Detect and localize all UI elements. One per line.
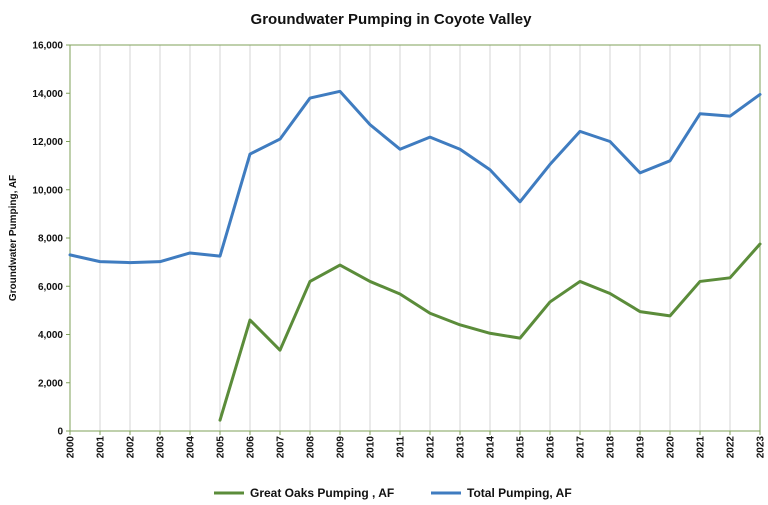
y-tick-label: 4,000: [38, 330, 63, 341]
y-axis-ticks: 0 2,000 4,000 6,000 8,000 10,000 12,000 14,000 1…: [32, 41, 70, 438]
x-tick-label: 2001: [96, 436, 107, 459]
series-line-great-oaks: [218, 242, 762, 422]
x-tick-label: 2015: [516, 436, 527, 459]
y-tick-label: 6,000: [38, 282, 63, 293]
x-tick-label: 2008: [306, 436, 317, 459]
y-tick-label: 8,000: [38, 234, 63, 245]
x-tick-label: 2016: [546, 436, 557, 459]
x-tick-label: 2011: [396, 436, 407, 458]
x-axis-ticks: 2000 2001 2002 2003 2004 2005 2006 2007 2008 2009…: [66, 431, 767, 458]
x-tick-label: 2022: [726, 436, 737, 459]
legend-label: Total Pumping, AF: [467, 486, 572, 500]
x-tick-label: 2014: [486, 436, 497, 459]
x-tick-label: 2006: [246, 436, 257, 459]
x-tick-label: 2010: [366, 436, 377, 459]
y-tick-label: 0: [57, 427, 63, 438]
x-tick-label: 2002: [126, 436, 137, 459]
legend-label: Great Oaks Pumping , AF: [250, 486, 394, 500]
series-lines: [68, 89, 762, 422]
x-tick-label: 2007: [276, 436, 287, 459]
y-tick-label: 14,000: [32, 89, 63, 100]
x-tick-label: 2000: [66, 436, 77, 459]
x-tick-label: 2012: [426, 436, 437, 459]
x-tick-label: 2021: [696, 436, 707, 459]
legend: Great Oaks Pumping , AF Total Pumping, AF: [214, 486, 572, 500]
series-line-total: [68, 89, 762, 265]
y-tick-label: 16,000: [32, 41, 63, 52]
x-tick-label: 2018: [606, 436, 617, 459]
grid-lines: [99, 45, 731, 431]
x-tick-label: 2019: [636, 436, 647, 459]
x-tick-label: 2004: [186, 436, 197, 459]
y-tick-label: 10,000: [32, 185, 63, 196]
chart-title: Groundwater Pumping in Coyote Valley: [251, 11, 533, 28]
plot-area-border: [69, 44, 761, 432]
x-tick-label: 2003: [156, 436, 167, 459]
y-tick-label: 2,000: [38, 378, 63, 389]
x-tick-label: 2017: [576, 436, 587, 459]
x-tick-label: 2009: [336, 436, 347, 459]
x-tick-label: 2023: [756, 436, 767, 459]
y-axis-label: Groundwater Pumping, AF: [8, 175, 19, 301]
y-tick-label: 12,000: [32, 137, 63, 148]
x-tick-label: 2005: [216, 436, 227, 459]
x-tick-label: 2013: [456, 436, 467, 459]
x-tick-label: 2020: [666, 436, 677, 459]
